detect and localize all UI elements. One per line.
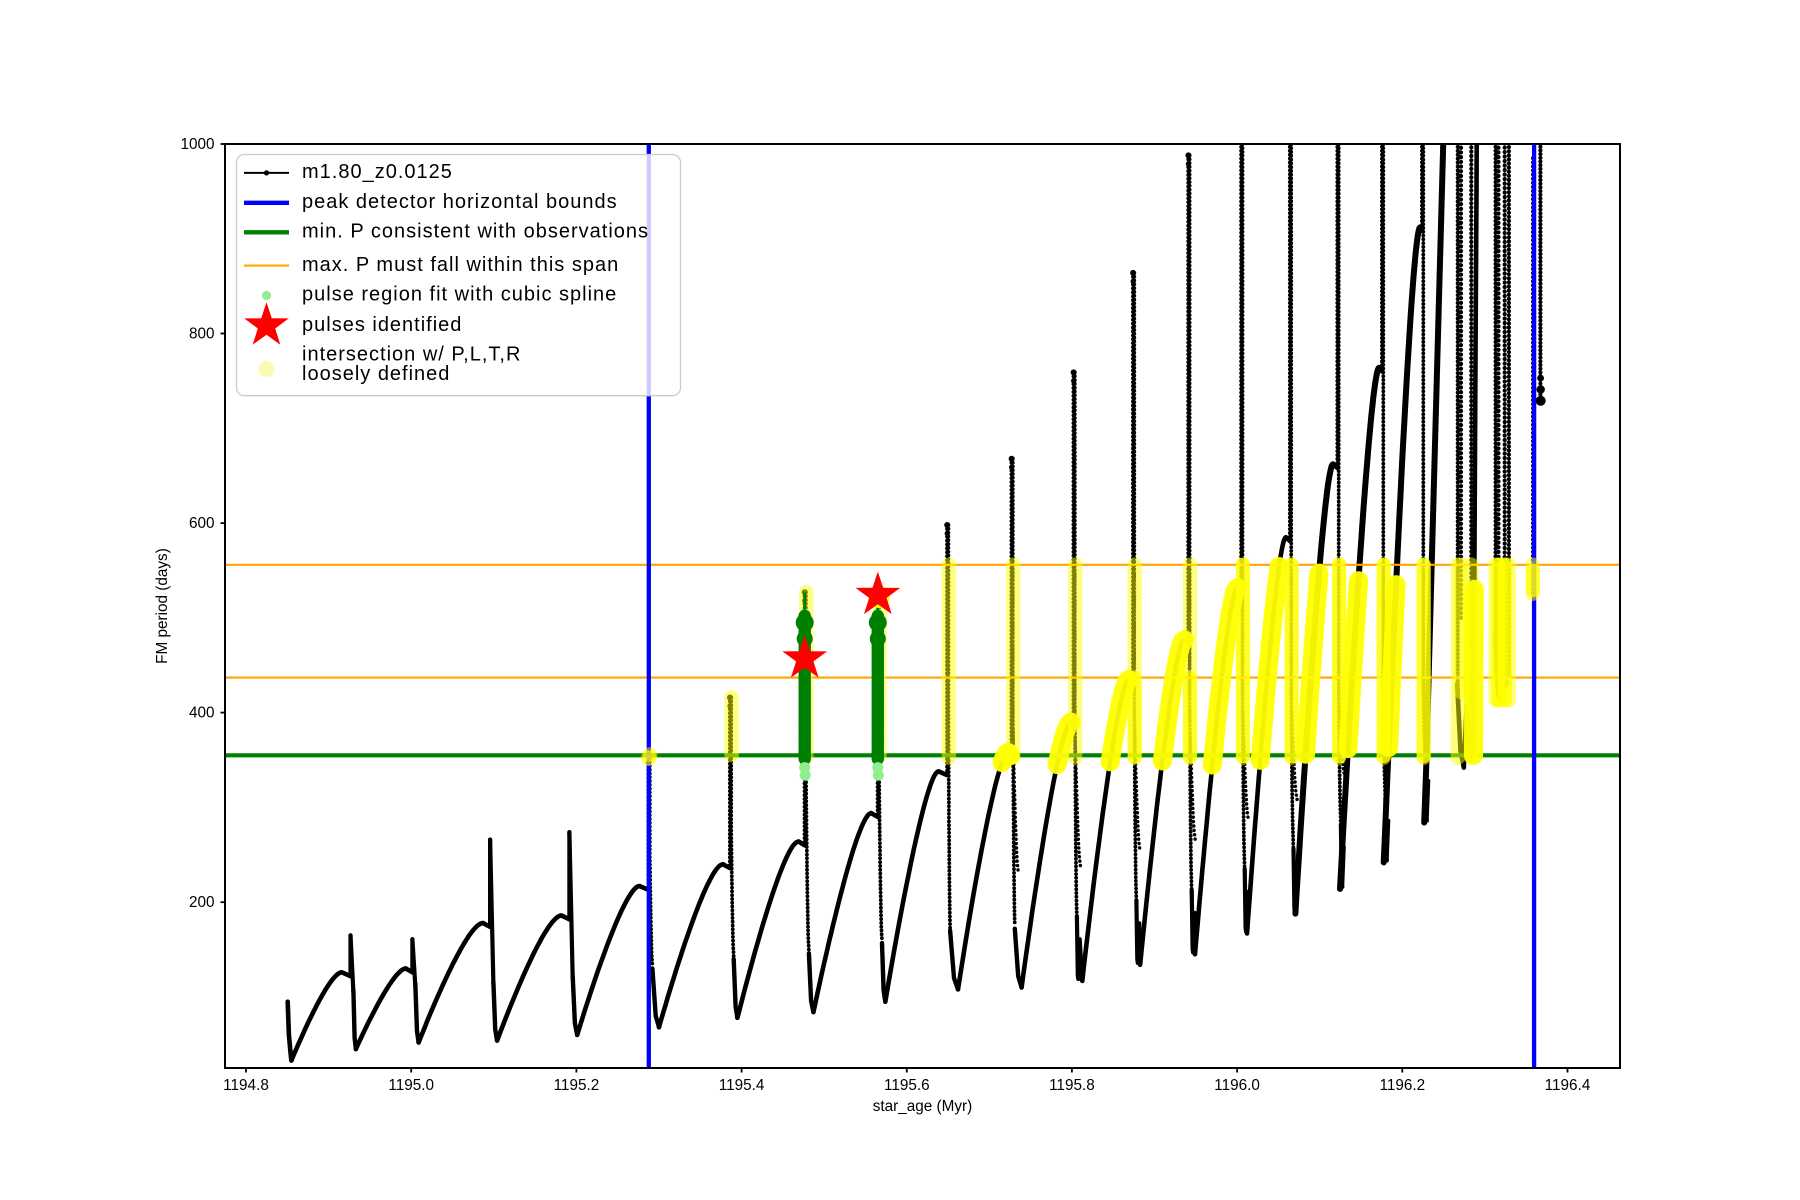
svg-text:max. P must fall within this s: max. P must fall within this span (302, 254, 619, 276)
svg-text:pulse region fit with cubic sp: pulse region fit with cubic spline (302, 284, 617, 306)
svg-text:1195.4: 1195.4 (719, 1077, 765, 1094)
svg-text:1000: 1000 (180, 136, 214, 153)
svg-text:600: 600 (189, 515, 215, 532)
svg-text:peak detector horizontal bound: peak detector horizontal bounds (302, 191, 618, 213)
svg-text:1195.6: 1195.6 (884, 1077, 930, 1094)
svg-text:loosely defined: loosely defined (302, 363, 450, 385)
svg-text:FM period (days): FM period (days) (154, 548, 171, 664)
svg-text:800: 800 (189, 326, 215, 343)
svg-text:200: 200 (189, 894, 215, 911)
svg-text:1194.8: 1194.8 (223, 1077, 269, 1094)
svg-text:1196.0: 1196.0 (1214, 1077, 1260, 1094)
svg-text:star_age (Myr): star_age (Myr) (873, 1098, 972, 1115)
svg-text:1195.2: 1195.2 (554, 1077, 600, 1094)
svg-text:intersection w/ P,L,T,R: intersection w/ P,L,T,R (302, 343, 521, 365)
svg-text:400: 400 (189, 705, 215, 722)
svg-text:1195.8: 1195.8 (1049, 1077, 1095, 1094)
svg-text:1195.0: 1195.0 (388, 1077, 434, 1094)
svg-text:m1.80_z0.0125: m1.80_z0.0125 (302, 161, 453, 183)
svg-text:1196.2: 1196.2 (1379, 1077, 1425, 1094)
svg-text:pulses identified: pulses identified (302, 314, 462, 336)
svg-text:1196.4: 1196.4 (1545, 1077, 1591, 1094)
svg-text:min. P consistent with observa: min. P consistent with observations (302, 221, 649, 243)
